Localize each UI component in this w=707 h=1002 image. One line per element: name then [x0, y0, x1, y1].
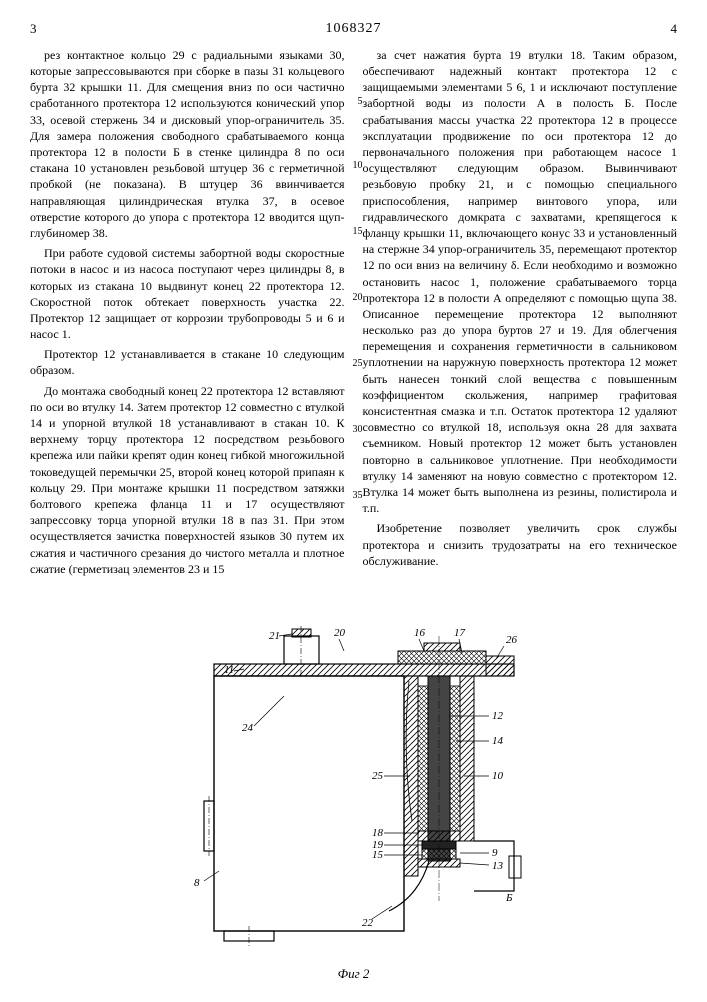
callout: 15 [372, 849, 384, 861]
paragraph: При работе судовой системы забортной вод… [30, 245, 345, 342]
callout: 9 [492, 847, 498, 859]
left-column: рез контактное кольцо 29 с радиальными я… [30, 47, 345, 581]
callout: 17 [454, 627, 466, 639]
line-marker: 10 [349, 159, 363, 173]
callout: 10 [492, 770, 504, 782]
paragraph: Изобретение позволяет увеличить срок слу… [363, 520, 678, 569]
callout: 20 [334, 627, 346, 639]
left-page-number: 3 [30, 20, 37, 39]
callout: 22 [362, 917, 374, 929]
callout: 14 [492, 735, 504, 747]
paragraph: До монтажа свободный конец 22 протектора… [30, 383, 345, 577]
callout: 18 [372, 827, 384, 839]
figure-svg: 21 11 24 8 20 16 17 26 12 14 25 10 18 19… [164, 601, 544, 961]
callout: 11 [224, 664, 234, 676]
callout: 24 [242, 722, 254, 734]
text-columns: рез контактное кольцо 29 с радиальными я… [30, 47, 677, 581]
callout: 21 [269, 630, 280, 642]
right-column: 5 10 15 20 25 30 35 за счет нажатия бурт… [363, 47, 678, 581]
patent-number: 1068327 [326, 20, 382, 39]
line-marker: 15 [349, 225, 363, 239]
paragraph: рез контактное кольцо 29 с радиальными я… [30, 47, 345, 241]
line-marker: 20 [349, 291, 363, 305]
callout: 16 [414, 627, 426, 639]
line-marker: 35 [349, 489, 363, 503]
callout: 13 [492, 860, 504, 872]
figure-label: Фиг 2 [30, 965, 677, 983]
right-page-number: 4 [671, 20, 678, 39]
page-header: 3 1068327 4 [30, 20, 677, 39]
callout: 12 [492, 710, 504, 722]
line-marker: 25 [349, 357, 363, 371]
callout: 25 [372, 770, 384, 782]
figure-2: 21 11 24 8 20 16 17 26 12 14 25 10 18 19… [30, 601, 677, 983]
callout: Б [505, 892, 513, 904]
callout: 26 [506, 634, 518, 646]
callout: 8 [194, 877, 200, 889]
line-marker: 30 [349, 423, 363, 437]
line-marker: 5 [349, 95, 363, 109]
paragraph: за счет нажатия бурта 19 втулки 18. Таки… [363, 47, 678, 516]
paragraph: Протектор 12 устанавливается в стакане 1… [30, 346, 345, 378]
